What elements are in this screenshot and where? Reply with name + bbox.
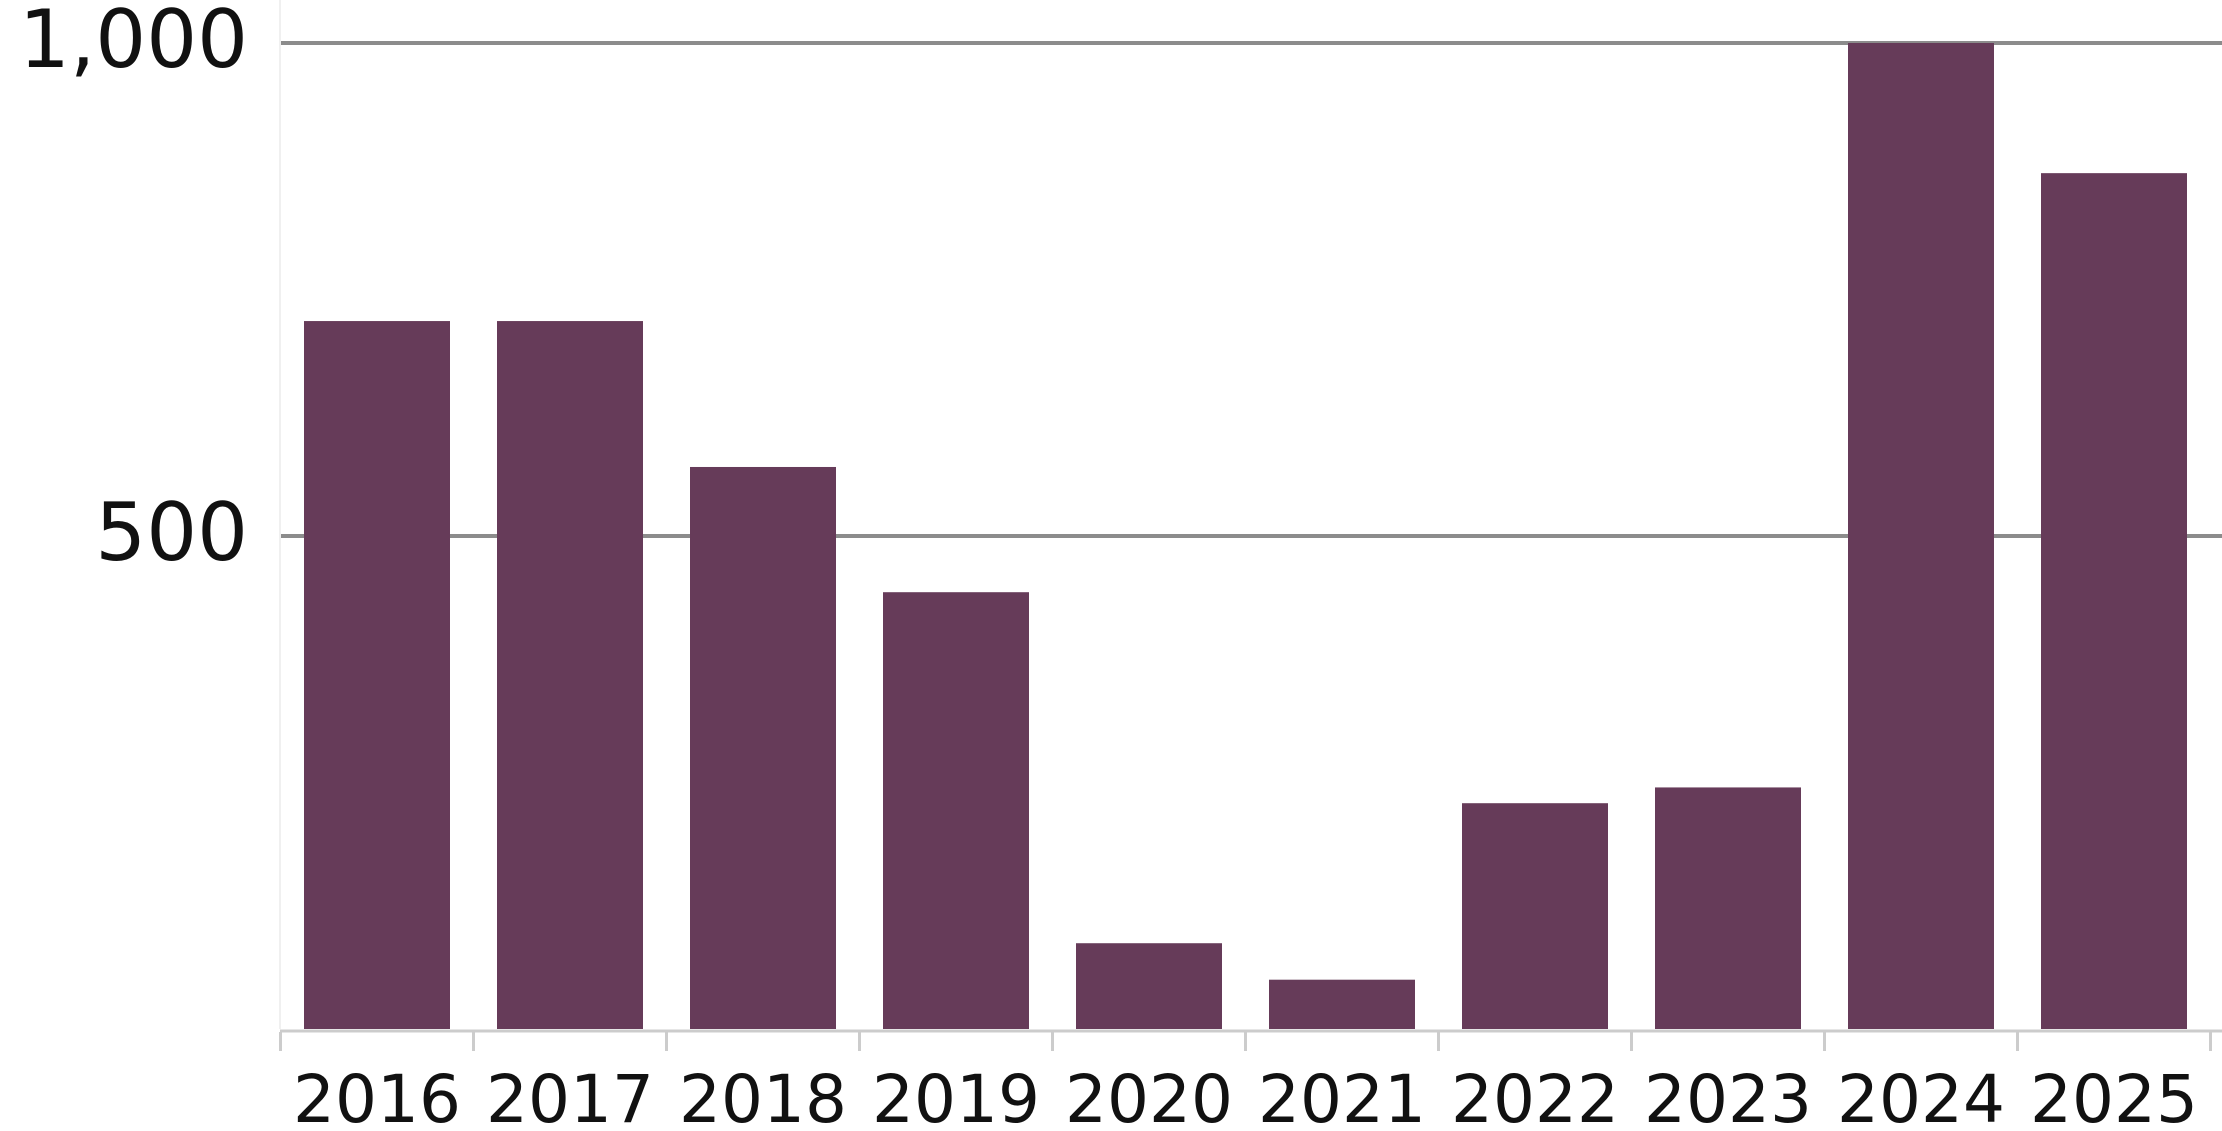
- x-axis: [279, 0, 2222, 1051]
- bar-2024: [1848, 43, 1994, 1029]
- y-axis-tick-labels: 500 1,000: [19, 0, 248, 579]
- bar-2020: [1076, 943, 1222, 1029]
- x-tick-label: 2021: [1258, 1061, 1426, 1131]
- bar-2021: [1269, 979, 1415, 1029]
- x-tick-label: 2022: [1451, 1061, 1619, 1131]
- x-tick-label: 2019: [872, 1061, 1040, 1131]
- bar-2023: [1655, 787, 1801, 1029]
- x-tick-label: 2018: [679, 1061, 847, 1131]
- bar-2016: [304, 321, 450, 1029]
- x-tick-label: 2024: [1837, 1061, 2005, 1131]
- x-tick-label: 2017: [486, 1061, 654, 1131]
- bar-2025: [2041, 173, 2187, 1030]
- y-tick-label: 500: [95, 486, 248, 579]
- bars: [304, 43, 2187, 1030]
- x-axis-tick-labels: 2016 2017 2018 2019 2020 2021 2022 2023 2024 2025: [293, 1061, 2198, 1131]
- x-tick-label: 2023: [1644, 1061, 1812, 1131]
- x-tick-label: 2020: [1065, 1061, 1233, 1131]
- y-tick-label: 1,000: [19, 0, 248, 86]
- x-tick-label: 2016: [293, 1061, 461, 1131]
- bar-2022: [1462, 803, 1608, 1029]
- bar-2019: [883, 592, 1029, 1029]
- bar-2017: [497, 321, 643, 1029]
- bar-2018: [690, 466, 836, 1030]
- x-tick-label: 2025: [2030, 1061, 2198, 1131]
